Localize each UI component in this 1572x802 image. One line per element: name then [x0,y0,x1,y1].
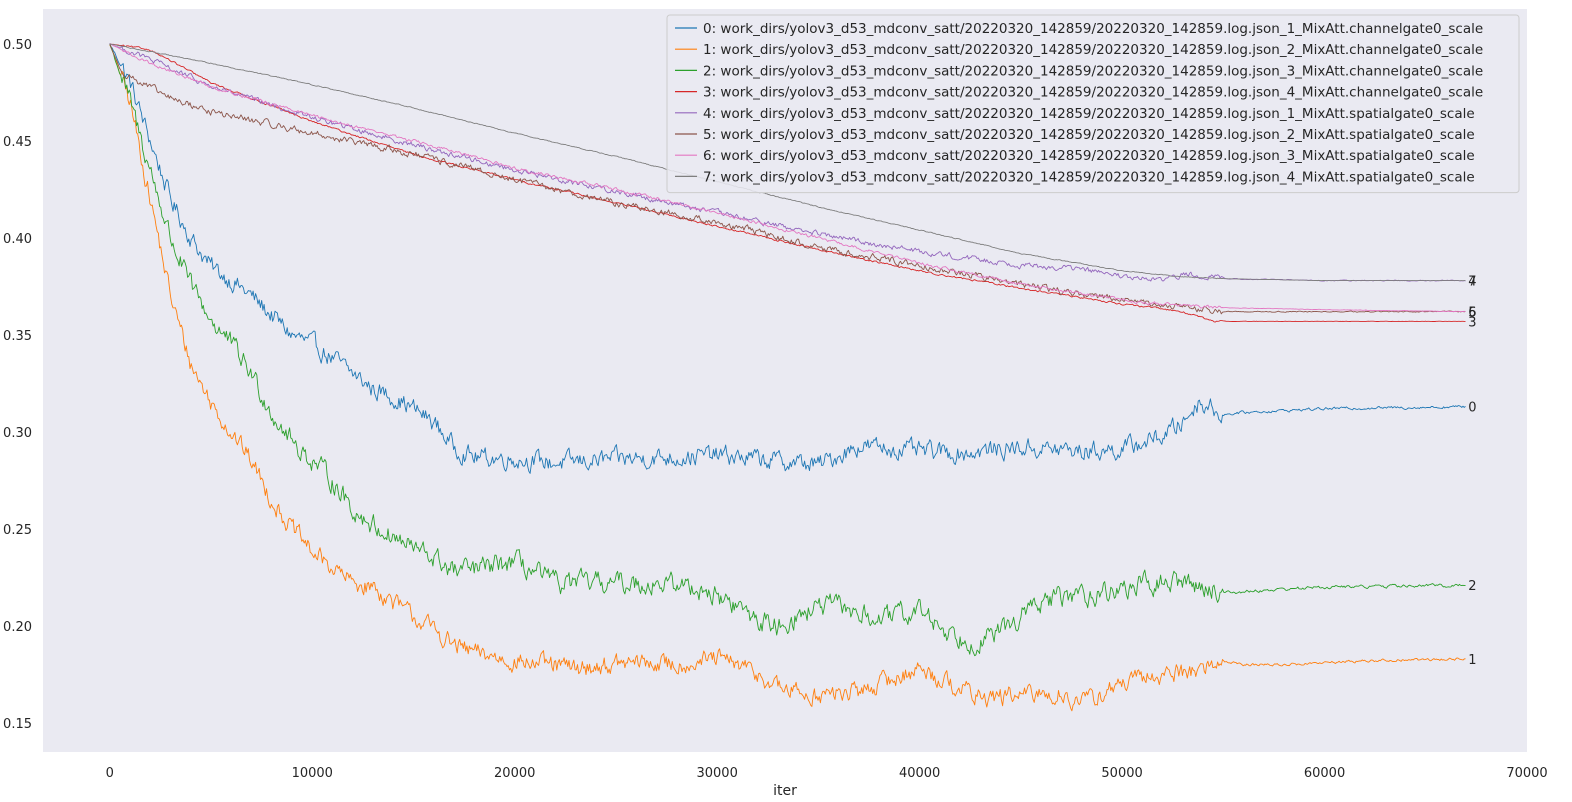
legend-entry-6: 6: work_dirs/yolov3_d53_mdconv_satt/2022… [703,148,1475,164]
series-layer [109,43,1466,712]
legend-entry-4: 4: work_dirs/yolov3_d53_mdconv_satt/2022… [703,106,1475,122]
x-tick-label: 50000 [1101,766,1142,781]
x-axis-label: iter [773,783,797,799]
x-axis-ticks: 0 10000 20000 30000 40000 50000 60000 70000 [106,766,1548,781]
series-line-7 [109,43,1466,282]
series-line-3 [109,43,1466,323]
series-end-label-4: 4 [1468,275,1476,290]
x-tick-label: 10000 [292,766,333,781]
y-tick-label: 0.35 [3,329,32,344]
series-end-label-0: 0 [1468,401,1476,416]
series-line-0 [109,43,1466,474]
y-tick-label: 0.30 [3,426,32,441]
x-tick-label: 30000 [696,766,737,781]
y-tick-label: 0.50 [3,38,32,53]
y-tick-label: 0.45 [3,135,32,150]
series-line-5 [109,43,1466,315]
legend-entry-1: 1: work_dirs/yolov3_d53_mdconv_satt/2022… [703,42,1483,58]
series-end-label-1: 1 [1468,653,1476,668]
series-end-label-3: 3 [1468,315,1476,330]
series-line-6 [109,43,1466,313]
series-line-2 [109,43,1466,657]
y-tick-label: 0.40 [3,232,32,247]
legend-entry-3: 3: work_dirs/yolov3_d53_mdconv_satt/2022… [703,85,1483,101]
y-tick-label: 0.25 [3,523,32,538]
x-tick-label: 20000 [494,766,535,781]
legend-entry-5: 5: work_dirs/yolov3_d53_mdconv_satt/2022… [703,127,1475,143]
y-tick-label: 0.15 [3,717,32,732]
x-tick-label: 70000 [1506,766,1547,781]
legend-entry-0: 0: work_dirs/yolov3_d53_mdconv_satt/2022… [703,21,1483,37]
y-tick-label: 0.20 [3,620,32,635]
series-end-label-6: 6 [1468,306,1476,321]
legend-entry-2: 2: work_dirs/yolov3_d53_mdconv_satt/2022… [703,63,1483,79]
end-labels: 0 1 2 3 4 56 7 [1468,275,1476,668]
series-end-label-5: 5 [1468,306,1476,321]
y-axis-ticks: 0.15 0.20 0.25 0.30 0.35 0.40 0.45 0.50 [3,38,32,732]
x-tick-label: 60000 [1304,766,1345,781]
series-line-1 [109,44,1466,712]
x-tick-label: 40000 [899,766,940,781]
legend-entry-7: 7: work_dirs/yolov3_d53_mdconv_satt/2022… [703,169,1475,185]
legend-frame [666,14,1520,194]
series-end-label-7: 7 [1468,275,1476,290]
series-end-label-2: 2 [1468,579,1476,594]
legend: 0: work_dirs/yolov3_d53_mdconv_satt/2022… [666,14,1520,194]
x-tick-label: 0 [106,766,114,781]
